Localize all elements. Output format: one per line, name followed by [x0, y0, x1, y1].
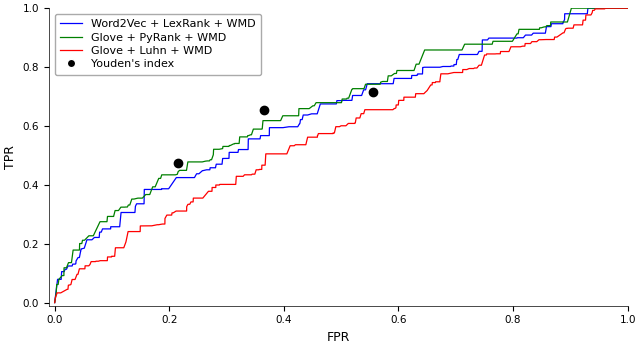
- Word2Vec + LexRank + WMD: [420, 65, 428, 69]
- Word2Vec + LexRank + WMD: [584, 6, 592, 10]
- Word2Vec + LexRank + WMD: [351, 93, 359, 97]
- Glove + PyRank + WMD: [160, 173, 168, 177]
- Glove + PyRank + WMD: [51, 301, 58, 305]
- Glove + Luhn + WMD: [258, 167, 266, 172]
- Glove + Luhn + WMD: [262, 152, 270, 156]
- Glove + Luhn + WMD: [601, 6, 609, 10]
- Glove + Luhn + WMD: [51, 301, 58, 305]
- Glove + PyRank + WMD: [624, 6, 632, 10]
- Glove + Luhn + WMD: [487, 52, 495, 56]
- Glove + PyRank + WMD: [339, 97, 346, 101]
- Glove + Luhn + WMD: [340, 124, 348, 128]
- Glove + PyRank + WMD: [412, 62, 420, 66]
- Line: Glove + Luhn + WMD: Glove + Luhn + WMD: [54, 8, 628, 303]
- Glove + PyRank + WMD: [568, 6, 575, 10]
- Glove + Luhn + WMD: [624, 6, 632, 10]
- Word2Vec + LexRank + WMD: [253, 137, 261, 141]
- Line: Glove + PyRank + WMD: Glove + PyRank + WMD: [54, 8, 628, 303]
- Word2Vec + LexRank + WMD: [483, 38, 491, 42]
- Word2Vec + LexRank + WMD: [132, 204, 140, 208]
- Glove + PyRank + WMD: [255, 127, 262, 131]
- Word2Vec + LexRank + WMD: [51, 301, 58, 305]
- Legend: Word2Vec + LexRank + WMD, Glove + PyRank + WMD, Glove + Luhn + WMD, Youden's ind: Word2Vec + LexRank + WMD, Glove + PyRank…: [54, 14, 261, 75]
- X-axis label: FPR: FPR: [326, 331, 350, 344]
- Glove + Luhn + WMD: [146, 224, 154, 228]
- Glove + PyRank + WMD: [259, 127, 266, 131]
- Glove + Luhn + WMD: [423, 88, 431, 93]
- Word2Vec + LexRank + WMD: [624, 6, 632, 10]
- Y-axis label: TPR: TPR: [4, 145, 17, 169]
- Line: Word2Vec + LexRank + WMD: Word2Vec + LexRank + WMD: [54, 8, 628, 303]
- Word2Vec + LexRank + WMD: [259, 134, 267, 138]
- Glove + PyRank + WMD: [466, 42, 474, 46]
